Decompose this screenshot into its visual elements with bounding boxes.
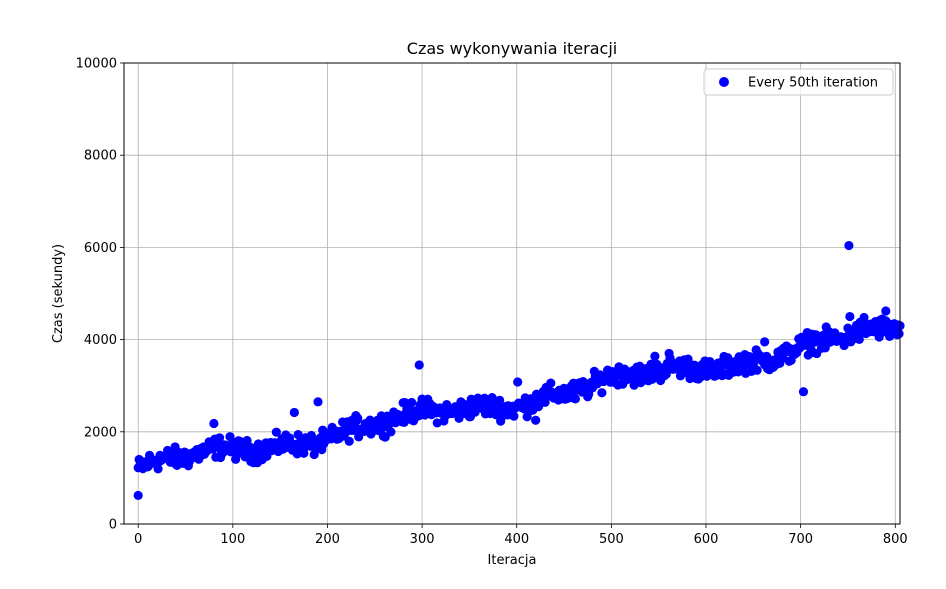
data-point-outlier [620, 364, 630, 374]
x-tick-label: 100 [220, 532, 245, 547]
x-tick-label: 800 [883, 532, 908, 547]
data-point-outlier [209, 418, 219, 429]
data-point-outlier [414, 360, 424, 370]
y-tick-label: 2000 [84, 425, 117, 440]
legend-box [703, 68, 894, 96]
x-axis-label: Iteracja [488, 553, 537, 568]
data-point [353, 413, 363, 423]
x-tick-label: 300 [410, 532, 435, 547]
x-tick-label: 400 [504, 532, 529, 547]
y-tick-label: 8000 [84, 149, 117, 164]
x-tick-label: 600 [694, 532, 719, 547]
data-point [495, 395, 505, 405]
data-point-outlier [313, 397, 323, 407]
data-point [843, 323, 853, 333]
data-point [546, 378, 556, 388]
chart-title: Czas wykonywania iteracji [407, 39, 617, 58]
legend-marker [719, 77, 729, 87]
data-point-outlier [664, 348, 674, 359]
data-point [271, 427, 281, 437]
data-point [153, 464, 163, 474]
y-tick-label: 0 [109, 518, 117, 533]
data-point [570, 394, 581, 404]
data-point [752, 365, 762, 375]
data-point-outlier [513, 377, 523, 387]
data-point-outlier [133, 490, 143, 501]
data-point-outlier [531, 415, 541, 425]
data-point-outlier [760, 337, 770, 347]
y-tick-label: 6000 [84, 241, 117, 256]
data-point-outlier [289, 407, 299, 418]
data-point-outlier [798, 387, 809, 397]
x-tick-label: 500 [599, 532, 624, 547]
legend-label: Every 50th iteration [748, 76, 878, 91]
data-point [407, 397, 417, 408]
data-points [133, 240, 905, 501]
legend: Every 50th iteration [703, 68, 894, 96]
y-tick-label: 4000 [84, 333, 117, 348]
data-point [285, 433, 295, 443]
data-point [509, 411, 519, 421]
y-axis-label: Czas (sekundy) [51, 244, 66, 343]
data-point-outlier [859, 312, 869, 323]
data-point-outlier [845, 311, 855, 322]
x-tick-label: 700 [788, 532, 813, 547]
data-point [214, 433, 225, 443]
data-point [386, 427, 396, 437]
data-point [309, 449, 319, 460]
data-point [894, 329, 904, 339]
x-tick-label: 200 [315, 532, 340, 547]
axis-ticks: 0 100 200 300 400 500 600 700 800020004000600080… [76, 57, 908, 548]
data-point [597, 388, 607, 398]
data-point-outlier [650, 351, 660, 361]
data-point [661, 369, 671, 379]
x-tick-label: 0 [134, 532, 142, 547]
plot-frame [123, 62, 901, 525]
data-point-outlier [801, 331, 811, 341]
data-point-outlier [844, 240, 854, 251]
data-point-outlier [881, 306, 891, 316]
y-tick-label: 10000 [76, 57, 117, 72]
data-point [344, 436, 354, 446]
data-point-outlier [682, 357, 692, 367]
